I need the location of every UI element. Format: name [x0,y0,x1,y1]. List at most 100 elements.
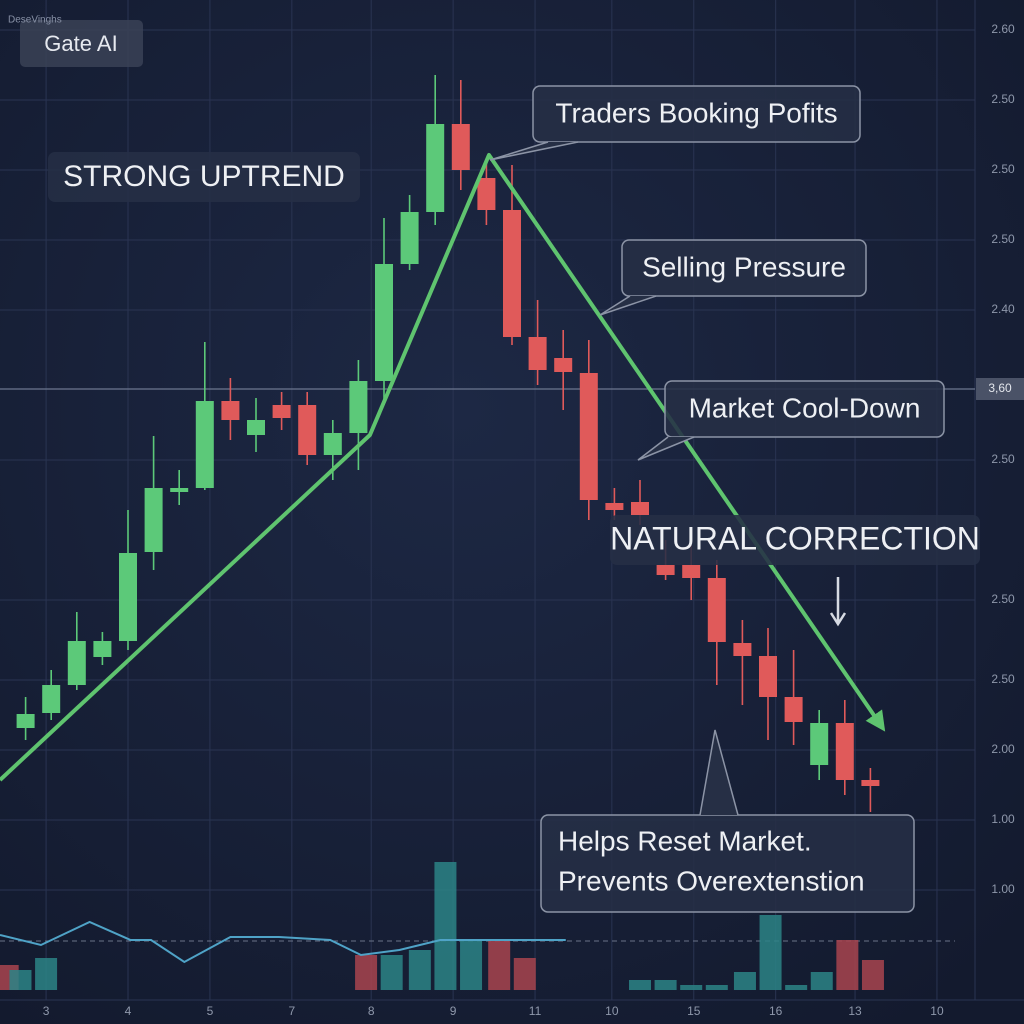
candle-body [707,578,726,642]
x-tick-label: 4 [125,1004,132,1018]
callout-text: Selling Pressure [642,251,846,282]
x-tick-label: 13 [848,1004,862,1018]
crosshair-label-box [976,378,1024,400]
callout-pointer [599,295,657,316]
callout-text: NATURAL CORRECTION [610,520,980,556]
candle-body [272,405,291,418]
candle-body [656,565,675,575]
callout-text: Helps Reset Market. [558,825,812,856]
candle-body [195,401,214,488]
volume-bar [785,985,808,990]
candle-body [733,643,752,656]
brand: Gate AI [44,31,117,56]
candle-body [605,503,624,510]
volume-bar [488,940,511,990]
callout-pointer [489,141,579,161]
indicator-pane [0,862,955,990]
candle-body [631,502,649,515]
candle-body [375,264,393,381]
x-tick-label: 3 [43,1004,50,1018]
candle-body [298,405,317,455]
candle-body [144,488,163,552]
volume-bar [629,980,651,990]
candle-body [93,641,112,657]
volume-bar [861,960,884,990]
y-tick-label: 2.50 [991,672,1015,686]
candle-body [759,656,777,697]
candle-body [67,641,86,685]
volume-bar [513,958,536,990]
volume-bar [408,950,431,990]
y-tick-label: 1.00 [991,882,1015,896]
y-tick-label: 2.00 [991,742,1015,756]
y-tick-label: 2.40 [991,302,1015,316]
volume-bar [680,985,703,990]
callout-text: Prevents Overextenstion [558,865,865,896]
candle-body [349,381,368,433]
volume-bar [355,955,378,990]
callout: Helps Reset Market. Prevents Overextensti… [540,729,915,913]
candle-body [503,210,521,337]
callout-text: Traders Booking Pofits [555,97,837,128]
candle-body [426,124,445,212]
y-tick-label: 2.50 [991,232,1015,246]
callout: STRONG UPTREND [48,152,360,202]
y-tick-label: 2.50 [991,162,1015,176]
x-tick-label: 10 [605,1004,619,1018]
callout: Traders Booking Pofits [489,85,861,161]
volume-bar [9,970,32,990]
candle-body [323,433,342,455]
candle-body [835,723,854,780]
candle-body [247,420,265,435]
brand-badge [20,20,143,67]
candle-body [42,685,61,713]
candle-body [477,178,496,210]
candle-body [451,124,470,170]
candle-body [810,723,829,765]
x-tick-label: 8 [368,1004,375,1018]
candle-body [221,401,240,420]
volume-bar [810,972,833,990]
x-tick-label: 5 [207,1004,214,1018]
y-tick-label: 1.00 [991,812,1015,826]
candle-body [861,780,880,786]
callout: NATURAL CORRECTION [610,515,980,565]
callout-box [48,152,360,202]
volume-bar [434,862,457,990]
annotations: STRONG UPTREND Traders Booking Pofits Sell… [48,85,980,913]
candle-body [784,697,803,722]
volume-bar [705,985,728,990]
callout-box [664,380,945,438]
watermark: DeseVinghs [8,15,62,26]
y-tick-label: 2.50 [991,92,1015,106]
volume-bar [35,958,58,990]
x-tick-label: 16 [769,1004,783,1018]
x-tick-label: 7 [288,1004,295,1018]
volume-bar [380,955,403,990]
y-tick-label: 2.50 [991,592,1015,606]
x-tick-label: 11 [529,1004,542,1018]
candle-body [16,714,35,728]
x-tick-label: 9 [450,1004,457,1018]
callout-text: Market Cool-Down [689,392,921,423]
candles [16,75,880,812]
volume-bar [654,980,677,990]
callout-box [621,239,867,297]
callout-text: STRONG UPTREND [63,160,345,193]
candle-body [554,358,573,372]
x-tick-label: 10 [930,1004,944,1018]
y-tick-label: 2.60 [991,22,1015,36]
candle-body [170,488,189,492]
x-tick-label: 15 [687,1004,701,1018]
candle-body [682,565,701,578]
candle-body [579,373,598,500]
callout-box [610,515,980,565]
down-arrow-icon [829,577,847,627]
callout: Selling Pressure [599,239,867,316]
volume-bar [460,940,483,990]
volume-bar [759,915,782,990]
callout-box [532,85,861,143]
candle-body [119,553,137,641]
